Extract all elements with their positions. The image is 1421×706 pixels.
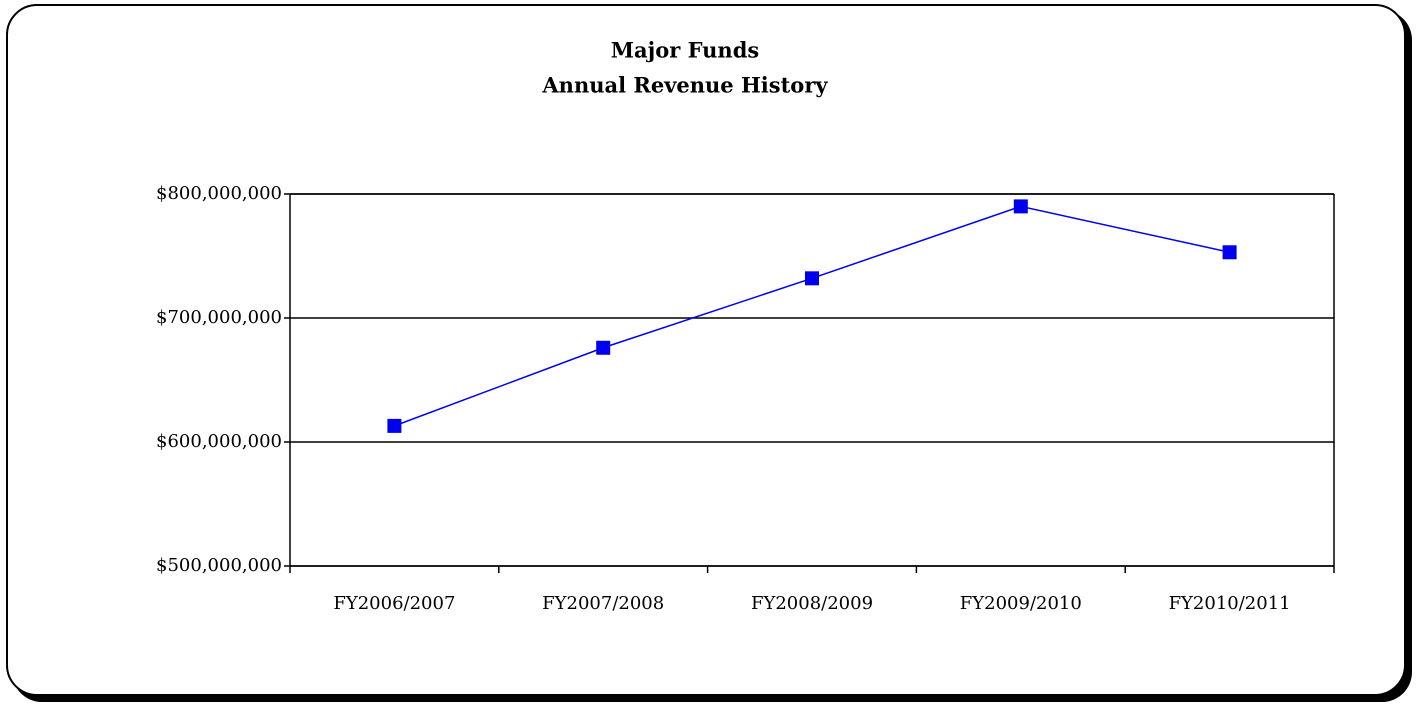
x-tick-label: FY2007/2008	[542, 593, 664, 614]
x-tick-label: FY2008/2009	[751, 593, 873, 614]
marker	[805, 271, 819, 286]
y-tick-label: $800,000,000	[156, 183, 282, 204]
marker	[1013, 199, 1028, 214]
x-tick-label: FY2009/2010	[960, 593, 1082, 614]
x-tick-label: FY2006/2007	[333, 593, 455, 614]
y-tick-label: $600,000,000	[156, 431, 282, 452]
frame	[6, 4, 1406, 696]
marker	[1222, 245, 1237, 260]
marker	[387, 418, 402, 433]
chart-subtitle: Annual Revenue History	[541, 73, 828, 98]
marker	[596, 340, 611, 355]
y-tick-label: $500,000,000	[156, 555, 282, 576]
x-tick-label: FY2010/2011	[1169, 593, 1291, 614]
y-tick-label: $700,000,000	[156, 307, 282, 328]
chart-title: Major Funds	[611, 38, 759, 63]
